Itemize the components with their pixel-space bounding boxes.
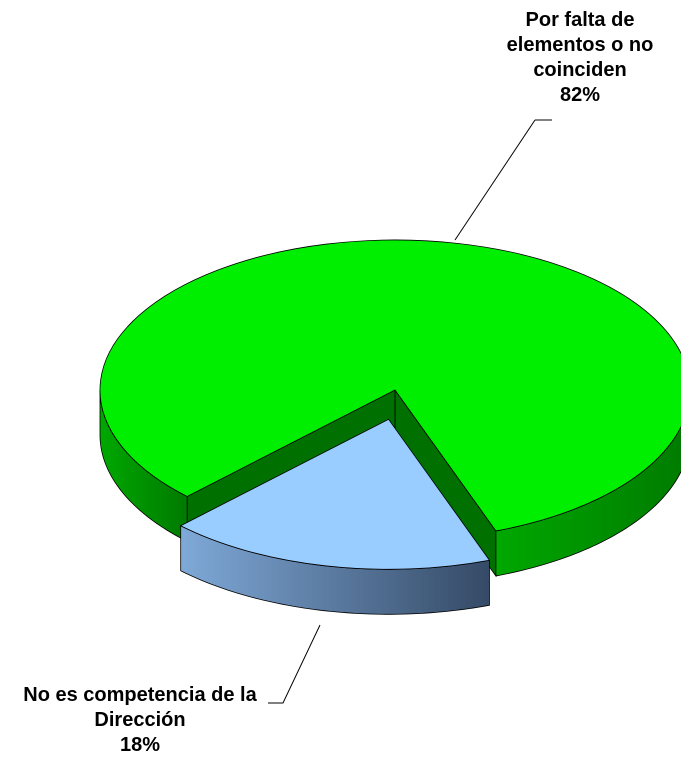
slices xyxy=(99,239,681,615)
slice xyxy=(99,239,681,532)
slice-label: Por falta de elementos o no coinciden 82… xyxy=(480,8,680,108)
slice-label: No es competencia de la Dirección 18% xyxy=(14,683,266,758)
value-label: 82% xyxy=(559,84,601,106)
leader-line xyxy=(454,119,536,241)
category-label: Por falta de elementos o no coinciden xyxy=(506,9,654,81)
leader-line xyxy=(268,624,321,704)
value-label: 18% xyxy=(119,734,161,756)
slice xyxy=(179,418,491,570)
category-label: No es competencia de la Dirección xyxy=(23,684,257,731)
